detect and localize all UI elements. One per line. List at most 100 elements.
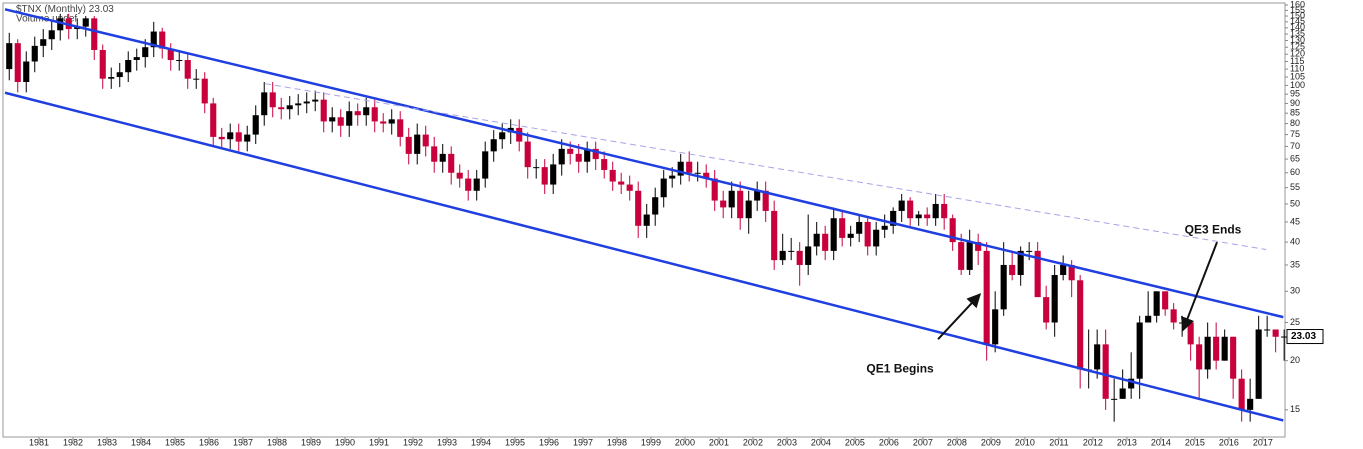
candle-body (1026, 250, 1033, 252)
x-tick-label: 2017 (1253, 437, 1273, 447)
candle-body (286, 105, 293, 110)
candle-body (898, 200, 905, 211)
candle-body (499, 132, 506, 140)
y-tick-label: 120 (1290, 49, 1305, 59)
candle-body (346, 111, 353, 126)
annotation-text: QE3 Ends (1185, 222, 1242, 236)
x-tick-label: 1997 (573, 437, 593, 447)
candle-body (677, 161, 684, 176)
candle-body (550, 164, 557, 185)
y-tick-label: 35 (1290, 259, 1300, 269)
candle-body (1043, 297, 1050, 323)
candle-body (745, 200, 752, 219)
candle-body (796, 250, 803, 265)
candle-body (397, 119, 404, 137)
x-tick-label: 2004 (811, 437, 831, 447)
x-tick-label: 2009 (981, 437, 1001, 447)
candle-body (320, 99, 327, 122)
x-tick-label: 2003 (777, 437, 797, 447)
candle-body (1111, 398, 1118, 400)
x-tick-label: 1993 (437, 437, 457, 447)
candle-body (244, 134, 251, 142)
candle-body (218, 136, 225, 140)
candle-body (380, 121, 387, 124)
y-tick-label: 30 (1290, 286, 1300, 296)
y-tick-label: 145 (1290, 16, 1305, 26)
y-tick-label: 70 (1290, 141, 1300, 151)
candle-body (890, 210, 897, 226)
x-tick-label: 1987 (233, 437, 253, 447)
candle-body (431, 146, 438, 162)
x-tick-label: 2007 (913, 437, 933, 447)
candle-body (805, 246, 812, 265)
candle-body (1017, 250, 1024, 276)
x-tick-label: 1999 (641, 437, 661, 447)
candle-body (1128, 378, 1135, 389)
candle-body (558, 148, 565, 165)
y-tick-label: 25 (1290, 317, 1300, 327)
annotation-arrow (937, 293, 981, 340)
candle-body (1170, 309, 1177, 323)
trend-line (264, 83, 1267, 251)
candle-body (23, 61, 30, 83)
x-tick-label: 2011 (1049, 437, 1068, 447)
annotation-text: QE1 Begins (866, 361, 934, 375)
x-tick-label: 1995 (505, 437, 525, 447)
candle-body (669, 175, 676, 179)
chart-title: $TNX (Monthly) 23.03 (16, 4, 114, 15)
candle-body (686, 161, 693, 173)
candle-body (388, 119, 395, 124)
candle-body (779, 250, 786, 261)
candle-body (176, 60, 183, 62)
candle-body (354, 111, 361, 116)
candle-body (856, 221, 863, 234)
y-tick-label: 80 (1290, 118, 1300, 128)
candle-body (252, 115, 259, 135)
candle-body (40, 39, 47, 46)
plot-frame (2, 2, 1286, 438)
x-tick-label: 2006 (879, 437, 899, 447)
candle-body (924, 214, 931, 219)
candle-body (48, 30, 55, 40)
x-tick-label: 1989 (301, 437, 321, 447)
candle-body (1068, 264, 1075, 281)
candle-body (541, 167, 548, 185)
x-tick-label: 2014 (1151, 437, 1171, 447)
candle-body (465, 178, 472, 191)
y-tick-label: 60 (1290, 167, 1300, 177)
candle-body (133, 57, 140, 61)
trend-line (4, 91, 1284, 422)
candle-body (1102, 344, 1109, 399)
candle-body (116, 72, 123, 78)
candle-body (1000, 264, 1007, 310)
y-tick-label: 105 (1290, 71, 1305, 81)
candle-body (813, 233, 820, 247)
y-tick-label: 90 (1290, 98, 1300, 108)
candle-body (873, 229, 880, 247)
x-tick-label: 1985 (165, 437, 185, 447)
candle-body (881, 225, 888, 230)
candle-body (1034, 250, 1041, 298)
candle-body (1162, 291, 1169, 310)
candle-body (150, 31, 157, 48)
candle-body (652, 197, 659, 215)
y-tick-label: 15 (1290, 404, 1300, 414)
candle-body (643, 214, 650, 226)
candle-body (516, 127, 523, 142)
candle-body (6, 43, 13, 70)
candle-body (533, 167, 540, 169)
candle-body (524, 141, 531, 168)
candle-body (711, 178, 718, 201)
candle-body (159, 31, 166, 49)
candle-body (1094, 344, 1101, 370)
candle-body (1247, 398, 1254, 410)
candle-body (482, 151, 489, 179)
x-tick-label: 1992 (403, 437, 423, 447)
x-tick-label: 2016 (1219, 437, 1239, 447)
candle-body (1187, 322, 1194, 345)
candle-body (932, 203, 939, 219)
candle-body (941, 203, 948, 219)
x-tick-label: 1988 (267, 437, 287, 447)
x-tick-label: 2002 (743, 437, 763, 447)
x-tick-label: 1994 (471, 437, 491, 447)
